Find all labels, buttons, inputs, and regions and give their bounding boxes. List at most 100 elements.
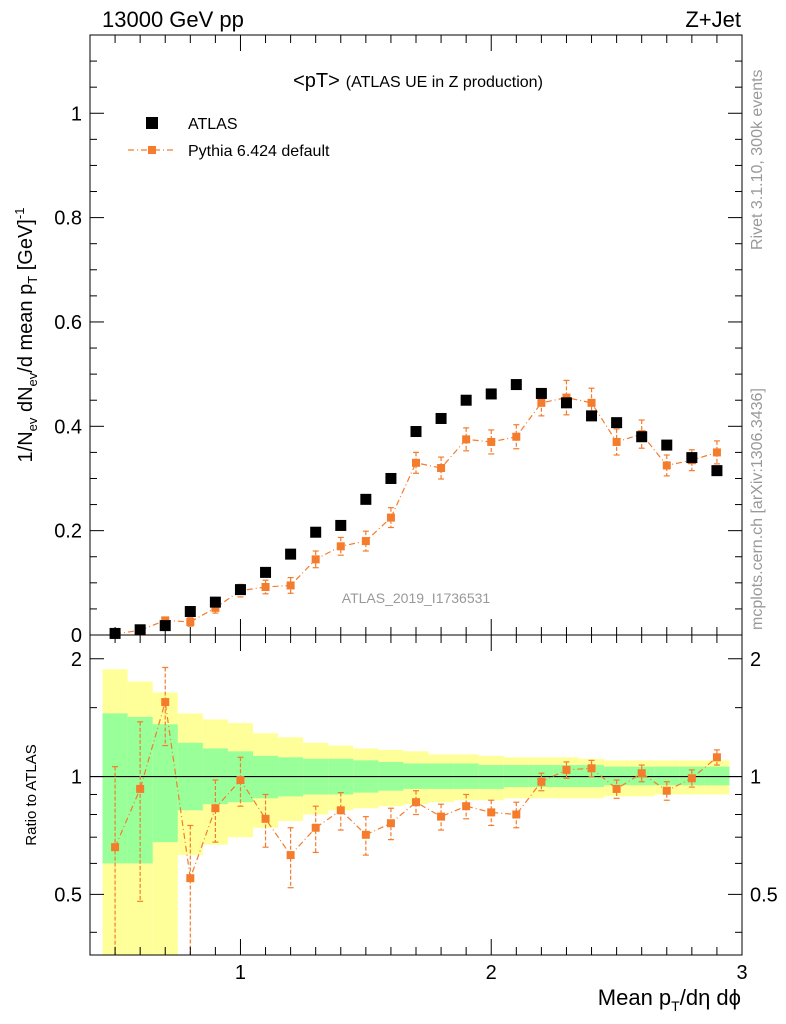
- ratio-point: [612, 784, 621, 793]
- atlas-point: [661, 439, 673, 451]
- atlas-point: [435, 412, 447, 424]
- atlas-point: [586, 410, 598, 422]
- ratio-y-tick-label: 2: [71, 649, 82, 671]
- xlabel-part-c: /dη dϕ: [680, 985, 741, 1010]
- ratio-point: [562, 765, 571, 774]
- ratio-point: [537, 777, 546, 786]
- ratio-point: [236, 775, 245, 784]
- ratio-point: [687, 774, 696, 783]
- ratio-inner-band-bin: [152, 724, 178, 843]
- atlas-point: [636, 431, 648, 443]
- main-y-tick-label: 1: [71, 103, 82, 125]
- pythia-point: [587, 398, 596, 407]
- ylabel-part-f: T: [25, 276, 40, 284]
- header-process-label: Z+Jet: [685, 7, 741, 32]
- ratio-y-tick-label-right: 1: [750, 767, 761, 789]
- pythia-point: [662, 461, 671, 470]
- ratio-y-tick-labels: 0.5 0.5 1 1 2 2: [54, 649, 778, 907]
- main-y-tick-label: 0.8: [54, 208, 82, 230]
- ratio-point: [437, 812, 446, 821]
- ratio-point: [662, 786, 671, 795]
- main-panel: 0 0.2 0.4 0.6 0.8 1 <pT> (ATLAS UE in Z produc…: [12, 34, 743, 647]
- pythia-point: [412, 458, 420, 467]
- main-y-tick-label: 0: [71, 625, 82, 647]
- atlas-point: [209, 596, 221, 608]
- ylabel-part-a: 1/N: [15, 431, 37, 462]
- pythia-point: [487, 437, 496, 446]
- ratio-axis-ticks: [89, 635, 743, 955]
- ylabel-part-d: ev: [25, 372, 40, 386]
- atlas-point: [560, 397, 572, 409]
- ratio-y-axis-label: Ratio to ATLAS: [23, 744, 40, 845]
- ratio-y-tick-label: 0.5: [54, 884, 82, 906]
- ylabel-part-b: ev: [25, 417, 40, 431]
- atlas-point: [159, 620, 171, 632]
- ratio-point: [161, 698, 170, 707]
- pythia-point: [512, 432, 521, 441]
- rivet-watermark: Rivet 3.1.10, 300k events: [749, 69, 766, 250]
- ratio-y-tick-label-right: 0.5: [750, 884, 778, 906]
- atlas-point: [335, 519, 347, 531]
- atlas-point: [460, 394, 472, 406]
- atlas-point: [234, 584, 246, 596]
- ratio-point: [111, 843, 120, 852]
- xlabel-part-a: Mean p: [598, 985, 671, 1010]
- ratio-point: [311, 823, 320, 832]
- atlas-point: [285, 548, 297, 560]
- analysis-watermark: ATLAS_2019_I1736531: [342, 590, 491, 606]
- pythia-point: [261, 583, 270, 591]
- plot-title-sub: (ATLAS UE in Z production): [346, 74, 543, 91]
- atlas-point: [385, 472, 397, 484]
- mcplots-watermark: mcplots.cern.ch [arXiv:1306.3436]: [749, 388, 766, 630]
- legend: ATLAS Pythia 6.424 default: [128, 116, 330, 160]
- atlas-point: [410, 426, 422, 438]
- atlas-point: [485, 388, 497, 400]
- ratio-point: [361, 830, 370, 839]
- xlabel-part-b: T: [671, 998, 680, 1014]
- ratio-y-tick-label-right: 2: [750, 649, 761, 671]
- ylabel-part-c: dN: [15, 386, 37, 417]
- pythia-point: [361, 537, 370, 546]
- atlas-point: [310, 526, 322, 538]
- atlas-point: [711, 465, 723, 477]
- atlas-point: [611, 417, 623, 429]
- x-tick-label: 1: [235, 962, 246, 984]
- pythia-point: [286, 581, 295, 590]
- pythia-point: [386, 513, 395, 522]
- atlas-point: [260, 566, 272, 578]
- ratio-point: [512, 810, 521, 819]
- pythia-point: [311, 555, 320, 564]
- ratio-point: [712, 753, 721, 762]
- x-tick-label: 3: [736, 962, 747, 984]
- x-axis-label: Mean pT/dη dϕ: [598, 985, 741, 1014]
- ratio-point: [136, 784, 145, 793]
- legend-pythia-marker: [148, 146, 156, 154]
- main-y-axis-label: 1/Nev dNev/d mean pT [GeV]-1: [12, 208, 40, 463]
- pythia-point: [437, 464, 446, 473]
- plot-title: <pT> (ATLAS UE in Z production): [293, 70, 543, 92]
- x-tick-labels: 1 2 3: [235, 962, 748, 984]
- ratio-point: [637, 769, 646, 778]
- pythia-point: [537, 398, 546, 407]
- main-data-layer: [109, 379, 723, 639]
- ylabel-part-g: [GeV]: [15, 219, 37, 276]
- atlas-point: [686, 452, 698, 464]
- atlas-point: [510, 379, 522, 391]
- ratio-data-layer: [111, 666, 721, 955]
- ratio-point: [211, 804, 220, 813]
- ratio-point: [336, 806, 345, 815]
- plot-title-main: <pT>: [293, 70, 340, 92]
- ratio-point: [261, 814, 270, 823]
- header-energy-label: 13000 GeV pp: [102, 7, 244, 32]
- pythia-point: [336, 542, 345, 551]
- ratio-panel: 0.5 0.5 1 1 2 2 1 2 3 Ratio to ATLAS Mean pT/dη…: [23, 634, 778, 1014]
- ratio-point: [462, 802, 471, 811]
- legend-atlas-marker: [146, 117, 158, 129]
- main-y-tick-label: 0.4: [54, 416, 82, 438]
- atlas-point: [535, 387, 547, 399]
- main-y-tick-labels: 0 0.2 0.4 0.6 0.8 1: [54, 103, 82, 647]
- pythia-point: [712, 448, 721, 457]
- legend-atlas-label: ATLAS: [188, 116, 238, 133]
- ylabel-part-e: /d mean p: [15, 284, 37, 373]
